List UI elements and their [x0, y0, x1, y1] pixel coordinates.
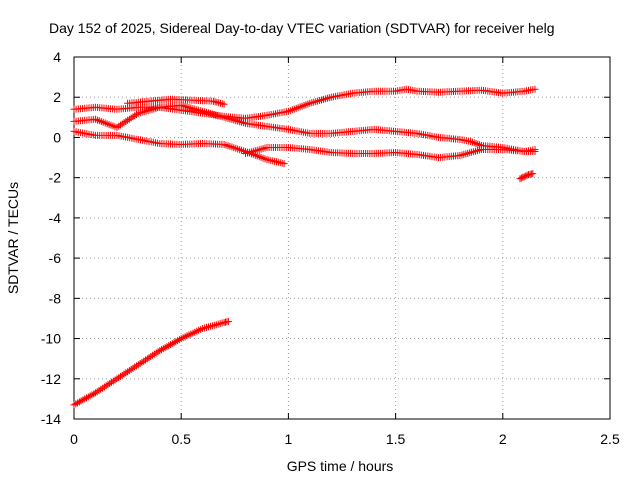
series-track-7	[70, 318, 232, 409]
y-axis-ticks: -14 -12 -10 -8 -6 -4 -2 0 2 4	[41, 49, 610, 427]
x-tick-label: 0	[70, 431, 78, 447]
series-markers	[70, 127, 288, 168]
series-track-3	[70, 101, 539, 155]
series-markers	[124, 95, 228, 108]
series-track-5	[242, 144, 539, 162]
chart-title: Day 152 of 2025, Sidereal Day-to-day VTE…	[49, 20, 555, 36]
y-tick-label: 0	[53, 129, 61, 145]
y-axis-label: SDTVAR / TECUs	[5, 182, 21, 294]
series-track-4	[70, 127, 288, 168]
series-track-6	[516, 170, 537, 183]
series-markers	[70, 318, 232, 409]
series-track-2	[124, 95, 228, 108]
series-markers	[70, 101, 539, 155]
y-tick-label: -6	[49, 250, 62, 266]
y-tick-label: -12	[41, 371, 61, 387]
x-axis-label: GPS time / hours	[287, 458, 394, 474]
series-markers	[516, 170, 537, 183]
y-tick-label: -10	[41, 331, 61, 347]
x-tick-label: 1	[285, 431, 293, 447]
plot-frame	[73, 56, 611, 420]
series-markers	[242, 144, 539, 162]
y-tick-label: -4	[49, 210, 62, 226]
x-tick-label: 1.5	[386, 431, 406, 447]
y-tick-label: -14	[41, 411, 61, 427]
x-tick-label: 2	[499, 431, 507, 447]
x-tick-label: 0.5	[171, 431, 191, 447]
y-tick-label: -8	[49, 290, 62, 306]
x-axis-ticks: 0 0.5 1 1.5 2 2.5	[70, 57, 620, 447]
data-series	[70, 85, 539, 409]
x-tick-label: 2.5	[600, 431, 620, 447]
y-tick-label: 2	[53, 89, 61, 105]
y-tick-label: -2	[49, 170, 62, 186]
y-tick-label: 4	[53, 49, 61, 65]
